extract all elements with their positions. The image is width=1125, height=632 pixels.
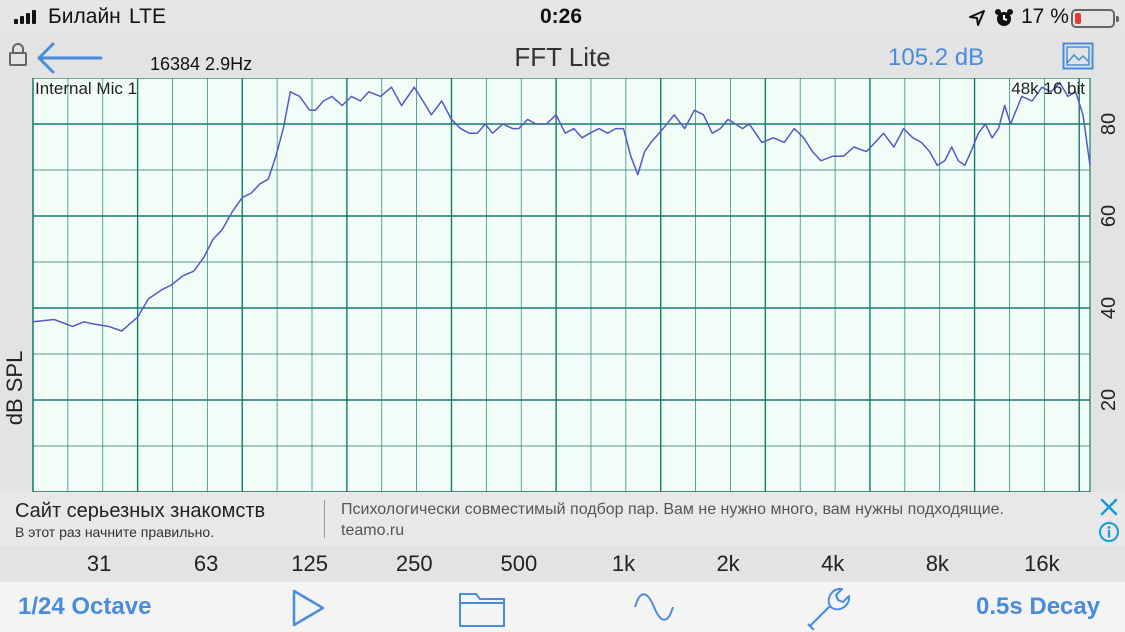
bottom-toolbar: 1/24 Octave 0.5s Decay — [0, 582, 1125, 632]
clock: 0:26 — [540, 5, 583, 28]
y-tick-label: 20 — [1098, 389, 1120, 411]
x-tick-label: 1k — [611, 551, 636, 576]
y-axis-label: dB SPL — [2, 351, 27, 426]
wrench-icon[interactable] — [804, 584, 852, 630]
x-tick-label: 250 — [395, 551, 433, 576]
ad-subtitle: В этот раз начните правильно. — [15, 524, 215, 540]
y-tick-label: 60 — [1098, 205, 1120, 227]
ad-info-icon[interactable] — [1098, 521, 1120, 543]
ad-body[interactable]: Психологически совместимый подбор пар. В… — [341, 501, 1004, 539]
fft-size-readout: 16384 2.9Hz — [150, 54, 253, 74]
y-tick-label: 80 — [1098, 113, 1120, 135]
signal-icon — [14, 10, 42, 24]
level-readout: 105.2 dB — [888, 44, 985, 71]
format-label: 48k 16 bit — [1011, 79, 1085, 98]
ad-divider — [324, 500, 325, 538]
folder-icon[interactable] — [458, 588, 506, 628]
decay-button[interactable]: 0.5s Decay — [976, 593, 1101, 620]
x-tick-label: 16k — [1024, 551, 1060, 576]
x-tick-label: 8k — [925, 551, 949, 576]
image-icon[interactable] — [1062, 42, 1094, 70]
location-icon — [969, 10, 985, 26]
status-bar: Билайн LTE 0:26 17 % — [0, 0, 1125, 34]
plot-frame — [32, 78, 1091, 492]
network-type: LTE — [129, 5, 166, 28]
x-tick-label: 2k — [716, 551, 740, 576]
battery-level-fill — [1075, 13, 1082, 24]
toolbar: 16384 2.9Hz FFT Lite 105.2 dB — [0, 34, 1125, 78]
y-tick-label: 40 — [1098, 297, 1120, 319]
x-tick-label: 4k — [821, 551, 845, 576]
spectrum-trace — [32, 81, 1091, 332]
x-tick-label: 125 — [291, 551, 328, 576]
octave-button[interactable]: 1/24 Octave — [18, 593, 152, 620]
spectrum-chart[interactable]: 20 40 60 80 dB SPL Internal Mic 1 48k 16 bit — [0, 78, 1125, 492]
ad-banner[interactable]: Сайт серьезных знакомств В этот раз начн… — [0, 492, 1125, 546]
sine-wave-icon[interactable] — [632, 590, 676, 624]
frequency-axis: 31 63 125 250 500 1k 2k 4k 8k 16k — [0, 546, 1125, 582]
alarm-icon — [995, 9, 1013, 26]
play-icon[interactable] — [290, 588, 326, 628]
spectrum-plot[interactable]: 20 40 60 80 dB SPL Internal Mic 1 48k 16 bit — [0, 78, 1125, 492]
ad-close-icon[interactable] — [1098, 497, 1120, 517]
carrier-name: Билайн — [48, 5, 121, 28]
plot-background — [33, 78, 1090, 492]
app-title: FFT Lite — [514, 42, 611, 72]
input-label: Internal Mic 1 — [35, 79, 137, 98]
back-arrow-icon[interactable] — [33, 40, 103, 76]
battery-percent: 17 % — [1021, 5, 1069, 28]
ad-title[interactable]: Сайт серьезных знакомств — [15, 500, 266, 522]
battery-icon — [1071, 9, 1119, 28]
x-tick-label: 500 — [500, 551, 538, 576]
x-tick-label: 31 — [86, 551, 112, 576]
x-tick-label: 63 — [193, 551, 219, 576]
lock-icon[interactable] — [8, 42, 28, 68]
